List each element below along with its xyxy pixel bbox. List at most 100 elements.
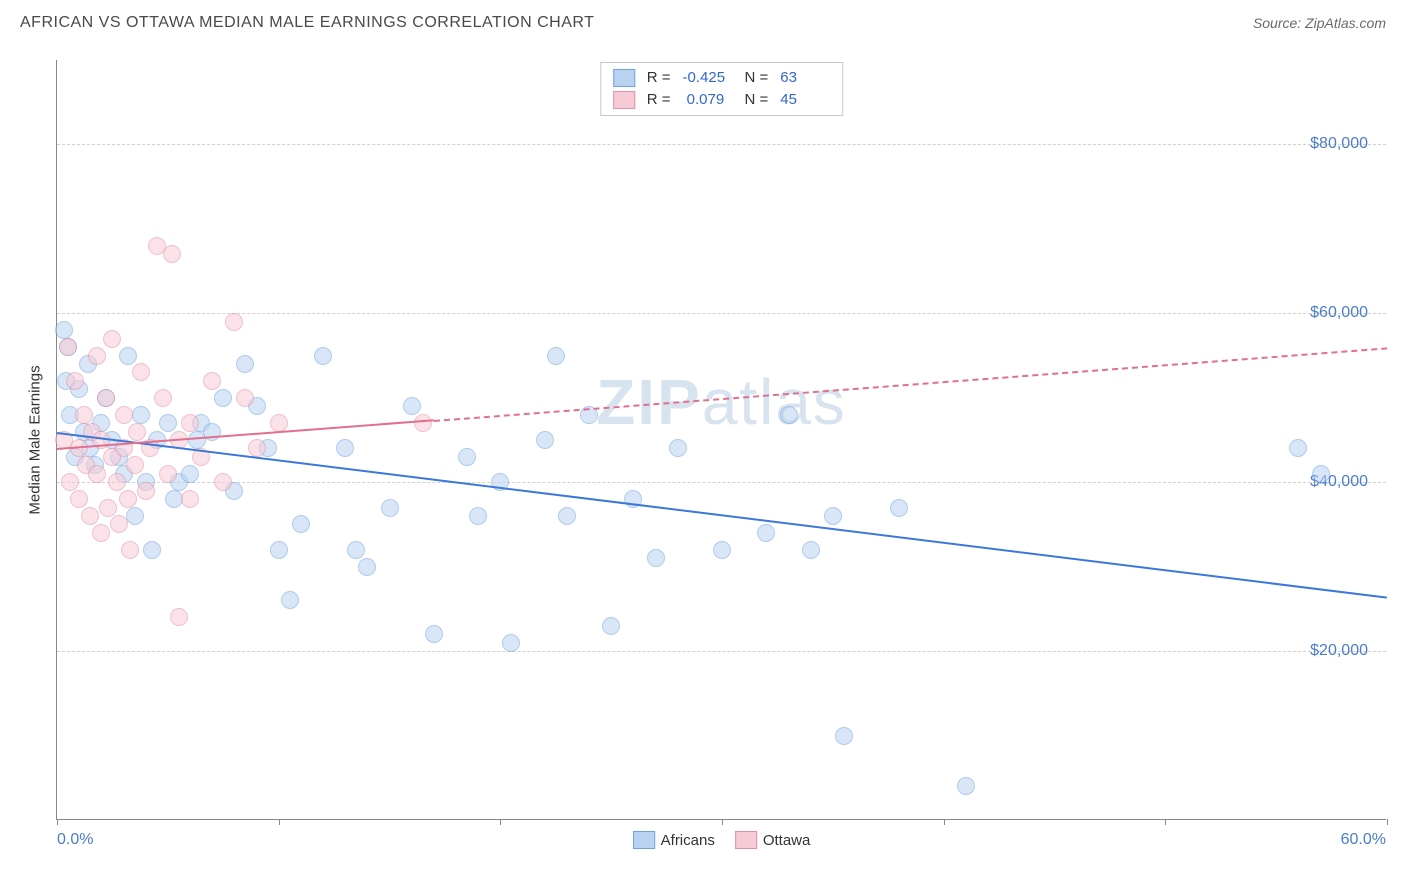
plot-area: Median Male Earnings ZIPatlas R =-0.425N… — [56, 60, 1386, 820]
scatter-point — [132, 406, 150, 424]
scatter-point — [181, 490, 199, 508]
stat-r-label: R = — [647, 89, 671, 111]
scatter-point — [336, 439, 354, 457]
scatter-point — [92, 524, 110, 542]
stat-r-value: -0.425 — [683, 67, 733, 89]
scatter-point — [1312, 465, 1330, 483]
scatter-point — [281, 591, 299, 609]
scatter-point — [225, 313, 243, 331]
scatter-point — [66, 372, 84, 390]
scatter-point — [121, 541, 139, 559]
chart-title: AFRICAN VS OTTAWA MEDIAN MALE EARNINGS C… — [20, 14, 594, 32]
scatter-point — [780, 406, 798, 424]
scatter-point — [602, 617, 620, 635]
scatter-point — [99, 499, 117, 517]
scatter-point — [236, 389, 254, 407]
watermark-light: atlas — [702, 366, 847, 438]
scatter-point — [502, 634, 520, 652]
scatter-point — [119, 490, 137, 508]
watermark: ZIPatlas — [596, 365, 847, 439]
scatter-point — [115, 406, 133, 424]
trendline — [434, 347, 1387, 422]
x-tick — [1165, 819, 1166, 825]
x-tick — [57, 819, 58, 825]
scatter-point — [214, 389, 232, 407]
scatter-point — [181, 414, 199, 432]
scatter-point — [469, 507, 487, 525]
scatter-point — [75, 406, 93, 424]
scatter-point — [159, 465, 177, 483]
scatter-point — [669, 439, 687, 457]
scatter-point — [558, 507, 576, 525]
scatter-point — [203, 372, 221, 390]
scatter-point — [890, 499, 908, 517]
stats-row: R = 0.079 N = 45 — [613, 89, 831, 111]
source-credit: Source: ZipAtlas.com — [1253, 15, 1386, 31]
y-tick-label: $80,000 — [1310, 135, 1368, 153]
scatter-point — [270, 414, 288, 432]
scatter-point — [292, 515, 310, 533]
x-min-label: 0.0% — [57, 831, 93, 849]
x-max-label: 60.0% — [1341, 831, 1386, 849]
scatter-point — [425, 625, 443, 643]
scatter-point — [163, 245, 181, 263]
scatter-point — [119, 347, 137, 365]
scatter-point — [88, 465, 106, 483]
scatter-point — [126, 507, 144, 525]
stat-n-label: N = — [745, 67, 769, 89]
gridline-h — [57, 651, 1386, 652]
scatter-point — [713, 541, 731, 559]
scatter-point — [403, 397, 421, 415]
gridline-h — [57, 313, 1386, 314]
title-bar: AFRICAN VS OTTAWA MEDIAN MALE EARNINGS C… — [20, 14, 1386, 32]
x-tick — [1387, 819, 1388, 825]
legend-swatch — [613, 69, 635, 87]
trendline — [57, 432, 1387, 599]
stat-n-value: 45 — [780, 89, 830, 111]
stat-n-value: 63 — [780, 67, 830, 89]
scatter-point — [347, 541, 365, 559]
x-tick — [944, 819, 945, 825]
scatter-point — [61, 473, 79, 491]
scatter-point — [547, 347, 565, 365]
scatter-point — [647, 549, 665, 567]
scatter-point — [97, 389, 115, 407]
scatter-point — [381, 499, 399, 517]
scatter-point — [824, 507, 842, 525]
stat-r-value: 0.079 — [683, 89, 733, 111]
scatter-point — [957, 777, 975, 795]
scatter-point — [110, 515, 128, 533]
stats-row: R = -0.425 N = 63 — [613, 67, 831, 89]
scatter-point — [70, 490, 88, 508]
scatter-point — [143, 541, 161, 559]
y-axis-title: Median Male Earnings — [27, 365, 44, 514]
scatter-point — [414, 414, 432, 432]
scatter-point — [835, 727, 853, 745]
scatter-point — [270, 541, 288, 559]
scatter-point — [458, 448, 476, 466]
scatter-point — [248, 439, 266, 457]
x-axis-range: 0.0% 60.0% — [57, 831, 1386, 849]
stat-n-label: N = — [745, 89, 769, 111]
scatter-point — [108, 473, 126, 491]
x-tick — [500, 819, 501, 825]
scatter-point — [154, 389, 172, 407]
scatter-point — [358, 558, 376, 576]
chart-container: AFRICAN VS OTTAWA MEDIAN MALE EARNINGS C… — [0, 0, 1406, 892]
scatter-point — [757, 524, 775, 542]
x-tick — [722, 819, 723, 825]
scatter-point — [126, 456, 144, 474]
scatter-point — [314, 347, 332, 365]
scatter-point — [802, 541, 820, 559]
scatter-point — [214, 473, 232, 491]
scatter-point — [103, 330, 121, 348]
scatter-point — [55, 321, 73, 339]
scatter-point — [128, 423, 146, 441]
y-tick-label: $20,000 — [1310, 642, 1368, 660]
scatter-point — [159, 414, 177, 432]
y-tick-label: $60,000 — [1310, 304, 1368, 322]
stat-r-label: R = — [647, 67, 671, 89]
correlation-stats-box: R = -0.425 N = 63 R = 0.079 N = 45 — [600, 62, 844, 116]
scatter-point — [88, 347, 106, 365]
scatter-point — [137, 482, 155, 500]
